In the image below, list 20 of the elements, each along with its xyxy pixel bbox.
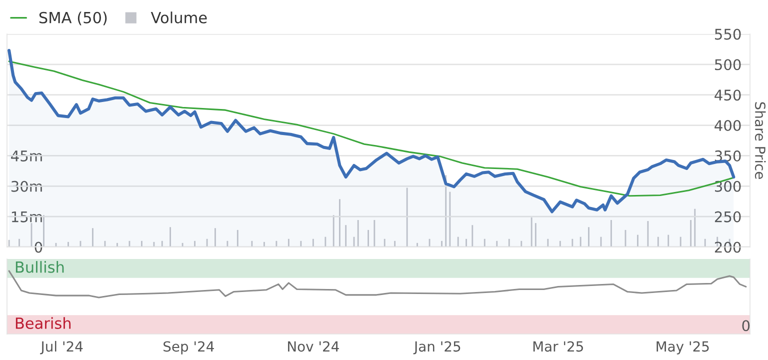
- y-tick-label: 550: [715, 28, 741, 40]
- band-label: Bullish: [16, 261, 64, 273]
- y-tick-label: 450: [714, 90, 741, 101]
- y-axis-title: Share Price: [754, 102, 766, 179]
- x-tick-label: Mar '25: [533, 341, 583, 352]
- y-tick-label: 400: [714, 120, 741, 132]
- x-tick-label: Jul '24: [40, 340, 83, 354]
- band-label: Bearish: [16, 317, 71, 329]
- legend-label: Volume: [150, 12, 207, 24]
- x-tick-label: Jan '25: [413, 341, 460, 354]
- y-tick-label: 300: [715, 180, 741, 192]
- x-tick-label: May '25: [656, 341, 709, 354]
- legend-label: SMA (50): [39, 12, 107, 26]
- y-tick-label: 200: [714, 242, 741, 253]
- y-tick-label: 250: [714, 211, 741, 222]
- x-tick-label: Sep '24: [164, 341, 214, 354]
- y2-tick-label: 0: [34, 242, 42, 253]
- x-tick-label: Nov '24: [288, 341, 339, 352]
- annotation: 0: [742, 320, 750, 332]
- y-tick-label: 500: [715, 59, 741, 70]
